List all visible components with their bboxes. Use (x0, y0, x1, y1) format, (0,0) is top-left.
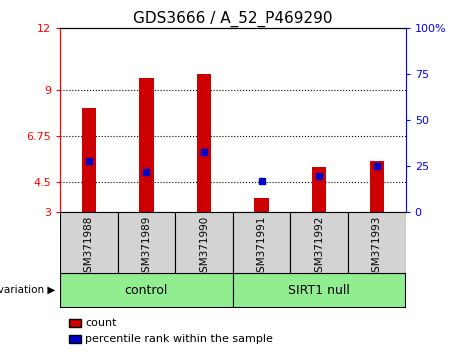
Text: GSM371993: GSM371993 (372, 215, 382, 279)
Bar (233, 273, 406, 308)
Bar (233, 212, 290, 273)
Text: control: control (124, 284, 168, 297)
Text: GSM371989: GSM371989 (142, 215, 151, 279)
Title: GDS3666 / A_52_P469290: GDS3666 / A_52_P469290 (133, 11, 332, 27)
Text: GSM371988: GSM371988 (84, 215, 94, 279)
Bar (312, 167, 326, 212)
Bar (370, 161, 384, 212)
Bar (290, 212, 348, 273)
Text: SIRT1 null: SIRT1 null (288, 284, 350, 297)
Bar (175, 212, 233, 273)
Text: count: count (85, 318, 117, 328)
Bar (139, 79, 154, 212)
Text: genotype/variation ▶: genotype/variation ▶ (0, 285, 55, 295)
Bar (254, 198, 269, 212)
Bar (82, 108, 96, 212)
Text: percentile rank within the sample: percentile rank within the sample (85, 334, 273, 344)
Bar (60, 273, 233, 308)
Text: GSM371992: GSM371992 (314, 215, 324, 279)
Bar (348, 212, 406, 273)
Bar (118, 212, 175, 273)
Bar (60, 212, 118, 273)
Bar (197, 74, 211, 212)
Text: GSM371991: GSM371991 (257, 215, 266, 279)
Text: GSM371990: GSM371990 (199, 215, 209, 279)
